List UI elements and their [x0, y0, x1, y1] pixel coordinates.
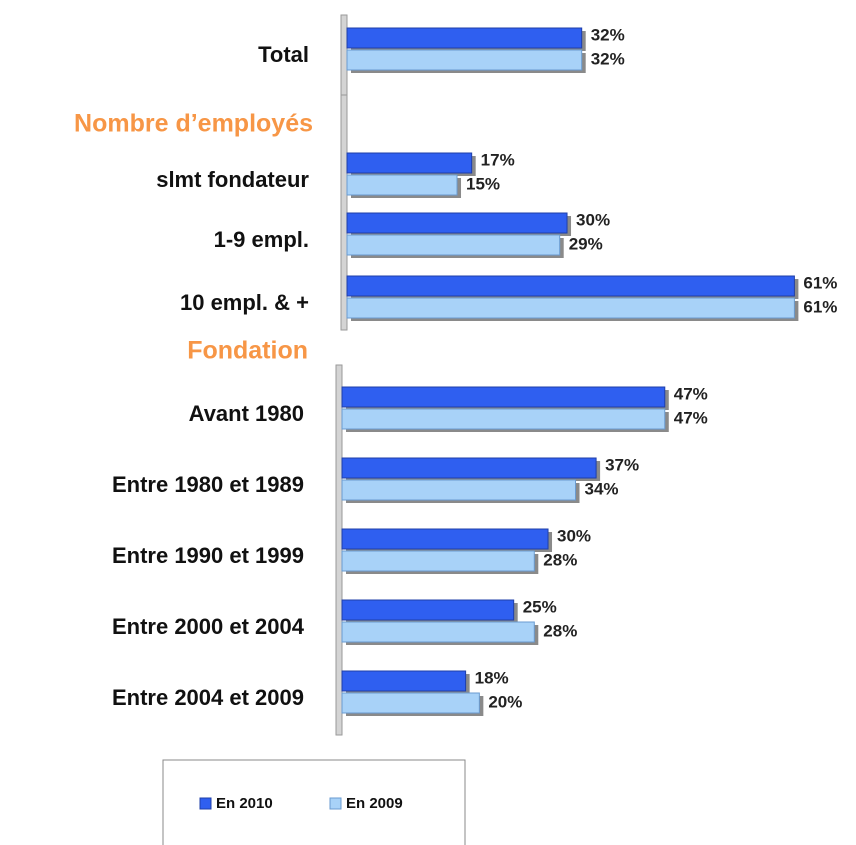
bar — [346, 174, 458, 196]
category-label: Entre 1990 et 1999 — [112, 543, 304, 568]
value-label: 61% — [803, 297, 837, 316]
axis-wall — [335, 364, 343, 736]
value-label: 17% — [481, 150, 515, 169]
bar — [341, 457, 597, 479]
category-label: Entre 2000 et 2004 — [112, 614, 305, 639]
bar — [346, 152, 473, 174]
bar — [341, 599, 515, 621]
value-label: 37% — [605, 455, 639, 474]
bar — [341, 408, 666, 430]
value-label: 25% — [523, 597, 557, 616]
category-label: Avant 1980 — [189, 401, 304, 426]
category-label: 1-9 empl. — [214, 227, 309, 252]
section-title: Nombre d’employés — [74, 110, 313, 138]
bar — [341, 528, 549, 550]
bar — [346, 49, 583, 71]
axis-wall — [340, 14, 348, 96]
value-label: 28% — [543, 550, 577, 569]
category-label: Entre 2004 et 2009 — [112, 685, 304, 710]
bar — [341, 692, 480, 714]
value-label: 28% — [543, 621, 577, 640]
value-label: 15% — [466, 174, 500, 193]
bar — [346, 297, 795, 319]
value-label: 34% — [585, 479, 619, 498]
legend-swatch — [199, 797, 212, 810]
category-label: Entre 1980 et 1989 — [112, 472, 304, 497]
axis-wall — [340, 94, 348, 331]
category-label: Total — [258, 42, 309, 67]
legend-label: En 2010 — [216, 795, 273, 812]
value-label: 32% — [591, 25, 625, 44]
bar — [346, 275, 795, 297]
bar — [346, 234, 561, 256]
legend-box — [162, 759, 466, 845]
value-label: 32% — [591, 49, 625, 68]
bar — [346, 27, 583, 49]
bar — [346, 212, 568, 234]
value-label: 47% — [674, 384, 708, 403]
value-label: 29% — [569, 234, 603, 253]
bar — [341, 621, 535, 643]
value-label: 61% — [803, 273, 837, 292]
legend-swatch — [329, 797, 342, 810]
value-label: 30% — [557, 526, 591, 545]
category-label: slmt fondateur — [156, 167, 309, 192]
value-label: 30% — [576, 210, 610, 229]
value-label: 18% — [475, 668, 509, 687]
legend-label: En 2009 — [346, 795, 403, 812]
section-title: Fondation — [187, 337, 308, 365]
value-label: 47% — [674, 408, 708, 427]
bar — [341, 550, 535, 572]
bar — [341, 386, 666, 408]
bar — [341, 670, 467, 692]
value-label: 20% — [488, 692, 522, 711]
category-label: 10 empl. & + — [180, 290, 309, 315]
bar — [341, 479, 576, 501]
